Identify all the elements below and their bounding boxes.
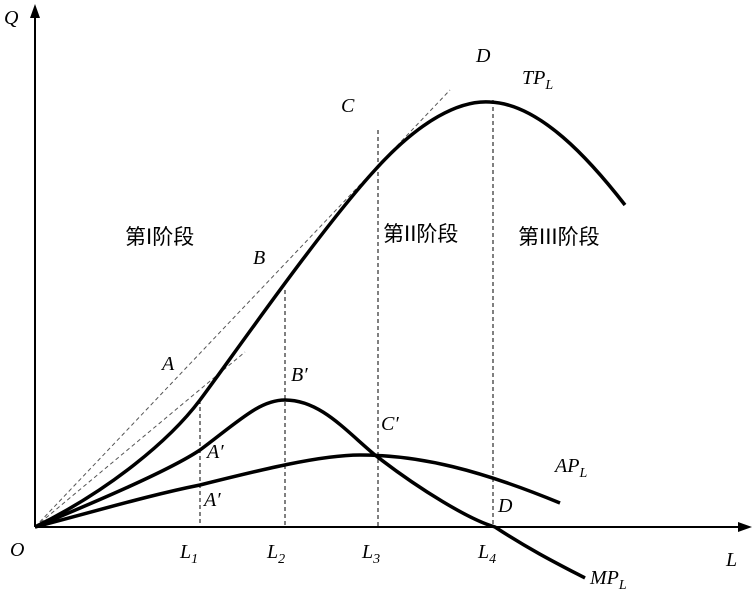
point-label: C′ (381, 413, 399, 435)
point-label: A′ (205, 441, 224, 463)
axis-label: Q (4, 7, 19, 29)
point-label: B (253, 247, 265, 269)
mp-curve (34, 398, 586, 580)
point-label: A′ (202, 489, 221, 511)
stage-label: 第II阶段 (383, 222, 458, 246)
tp-curve (34, 100, 627, 529)
stage-label: 第I阶段 (125, 225, 194, 249)
point-label: B′ (291, 364, 308, 386)
point-label: C (341, 95, 355, 117)
curve-label: APL (553, 455, 587, 481)
point-label: D (475, 45, 491, 67)
x-label: L3 (361, 541, 380, 567)
axis-label: L (725, 549, 737, 571)
ap-curve (34, 453, 561, 529)
curve-label: MPL (589, 567, 627, 592)
x-label: L1 (179, 541, 198, 567)
tangent-ray (34, 351, 246, 528)
stage-label: 第III阶段 (518, 225, 600, 249)
axis-label: O (10, 539, 24, 561)
x-label: L4 (477, 541, 496, 567)
l-arrow (738, 522, 752, 532)
q-arrow (30, 4, 40, 18)
point-label: D (497, 495, 513, 517)
x-label: L2 (266, 541, 285, 567)
tangent-ray (34, 89, 451, 528)
point-label: A (160, 353, 175, 375)
curve-label: TPL (522, 67, 553, 93)
